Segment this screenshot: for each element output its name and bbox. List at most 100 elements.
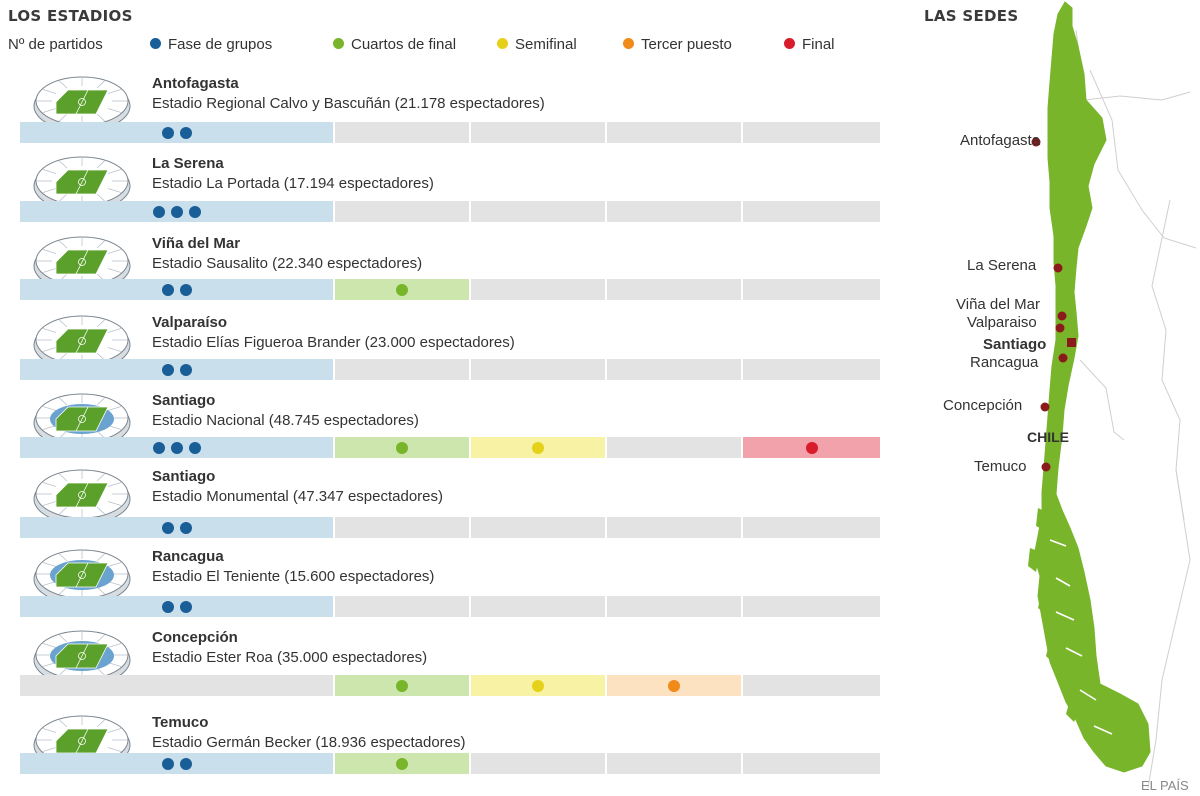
match-bar (20, 675, 880, 696)
match-cell-final (743, 517, 880, 538)
stadium-city: Concepción (152, 629, 238, 646)
legend-dot-tercer (623, 38, 634, 49)
stadium-city: Temuco (152, 714, 209, 731)
match-cell-semi (471, 517, 605, 538)
match-cell-grupos (20, 437, 333, 458)
map-label-concepcion: Concepción (943, 397, 1023, 414)
match-cell-semi (471, 753, 605, 774)
legend-item-cuartos: Cuartos de final (333, 36, 456, 53)
match-dot-cuartos (396, 680, 408, 692)
match-dot-grupos (152, 442, 165, 454)
stadium-name: Estadio Germán Becker (18.936 espectador… (152, 734, 466, 751)
legend-label: Nº de partidos (8, 36, 103, 53)
stadium-city: Viña del Mar (152, 235, 241, 252)
legend-item-semi: Semifinal (497, 36, 577, 53)
match-cell-final (743, 675, 880, 696)
marker-rancagua (1058, 353, 1068, 363)
match-dot-final (805, 442, 818, 454)
stadium-name: Estadio Ester Roa (35.000 espectadores) (152, 649, 428, 666)
match-dot-grupos (179, 758, 192, 770)
match-dot-cuartos (396, 442, 408, 454)
match-dot-grupos (170, 442, 183, 454)
match-cell-cuartos (335, 122, 469, 143)
stadium-name: Estadio El Teniente (15.600 espectadores… (152, 568, 435, 585)
legend: Nº de partidos Fase de grupos Cuartos de… (8, 36, 888, 56)
match-dot-grupos (188, 206, 201, 218)
match-cell-final (743, 201, 880, 222)
marker-vina-del-mar (1057, 311, 1067, 321)
section-title-estadios: LOS ESTADIOS (8, 7, 133, 25)
legend-dot-grupos (150, 38, 161, 49)
match-cell-final (743, 122, 880, 143)
map-label-la-serena: La Serena (967, 257, 1037, 274)
match-cell-final (743, 437, 880, 458)
stadium-icon (33, 76, 131, 132)
stadium-icon (33, 156, 131, 212)
stadium-name: Estadio Elías Figueroa Brander (23.000 e… (152, 334, 515, 351)
match-dot-grupos (161, 284, 174, 296)
match-cell-cuartos (335, 279, 469, 300)
match-cell-tercer (607, 201, 741, 222)
legend-label-final: Final (802, 36, 835, 53)
south-coast-cuts (1049, 539, 1113, 735)
map-label-vina-del-mar: Viña del Mar (956, 296, 1040, 313)
match-cell-semi (471, 359, 605, 380)
match-bar (20, 517, 880, 538)
match-dot-grupos (161, 601, 174, 613)
marker-concepcion (1040, 402, 1050, 412)
match-dot-grupos (179, 364, 192, 376)
legend-item-grupos: Fase de grupos (150, 36, 272, 53)
stadium-icon (33, 393, 131, 449)
match-bar (20, 279, 880, 300)
match-cell-cuartos (335, 517, 469, 538)
match-bar (20, 596, 880, 617)
match-dot-grupos (170, 206, 183, 218)
match-cell-grupos (20, 201, 333, 222)
chile-land (1033, 1, 1151, 773)
match-cell-final (743, 753, 880, 774)
match-dot-grupos (161, 127, 174, 139)
match-cell-cuartos (335, 201, 469, 222)
map-label-santiago: Santiago (983, 336, 1047, 353)
match-cell-semi (471, 596, 605, 617)
legend-dot-semi (497, 38, 508, 49)
credit: EL PAÍS (1141, 778, 1189, 793)
stadium-city: Santiago (152, 392, 216, 409)
match-cell-tercer (607, 596, 741, 617)
stadium-name: Estadio Nacional (48.745 espectadores) (152, 412, 419, 429)
legend-label-semi: Semifinal (515, 36, 577, 53)
stadium-city: Rancagua (152, 548, 224, 565)
legend-item-tercer: Tercer puesto (623, 36, 732, 53)
section-title-sedes: LAS SEDES (924, 7, 1019, 25)
legend-item-final: Final (784, 36, 835, 53)
match-cell-final (743, 359, 880, 380)
match-dot-tercer (668, 680, 680, 692)
marker-antofagasta (1031, 137, 1041, 147)
map-label-rancagua: Rancagua (970, 354, 1039, 371)
match-cell-tercer (607, 517, 741, 538)
match-cell-grupos (20, 675, 333, 696)
match-dot-grupos (161, 522, 174, 534)
stadium-icon (33, 630, 131, 686)
match-cell-tercer (607, 122, 741, 143)
stadium-icon (33, 236, 131, 292)
match-cell-semi (471, 437, 605, 458)
marker-temuco (1041, 462, 1051, 472)
stadium-name: Estadio Regional Calvo y Bascuñán (21.17… (152, 95, 545, 112)
legend-dot-cuartos (333, 38, 344, 49)
marker-la-serena (1053, 263, 1063, 273)
match-dot-semi (532, 680, 544, 692)
neighbor-borders (1075, 29, 1197, 789)
match-bar (20, 122, 880, 143)
match-cell-tercer (607, 753, 741, 774)
map-label-valparaiso: Valparaiso (967, 314, 1037, 331)
match-dot-grupos (161, 758, 174, 770)
legend-label-tercer: Tercer puesto (641, 36, 732, 53)
match-bar (20, 753, 880, 774)
stadium-icon (33, 469, 131, 525)
match-dot-grupos (179, 522, 192, 534)
match-cell-grupos (20, 517, 333, 538)
stadium-city: Antofagasta (152, 75, 239, 92)
match-bar (20, 359, 880, 380)
match-cell-semi (471, 279, 605, 300)
